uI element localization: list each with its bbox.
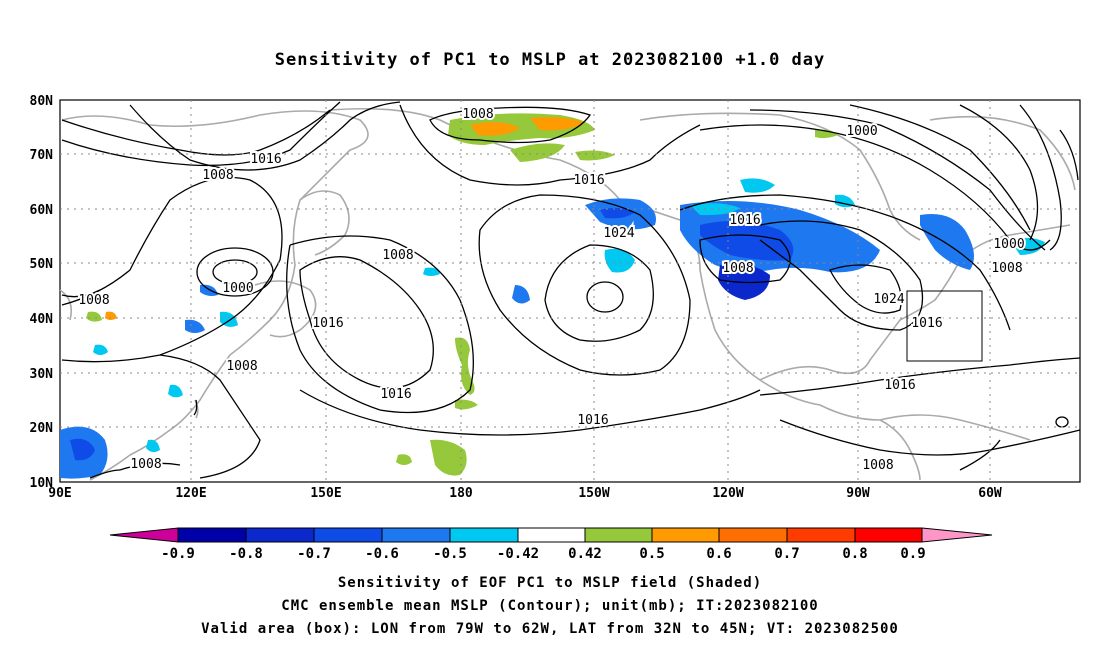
lon-label: 150E xyxy=(310,486,341,501)
colorbar-tick: 0.6 xyxy=(706,546,731,562)
contour-label: 1016 xyxy=(577,413,608,428)
contour-label: 1008 xyxy=(462,107,493,122)
coastlines xyxy=(59,107,1076,481)
contour-label: 1008 xyxy=(226,359,257,374)
lat-label: 70N xyxy=(30,148,54,163)
lat-label: 40N xyxy=(30,312,54,327)
longitude-labels: 90E 120E 150E 180 150W 120W 90W 60W xyxy=(48,486,1002,501)
contour-label: 1016 xyxy=(911,316,942,331)
latitude-labels: 80N 70N 60N 50N 40N 30N 20N 10N xyxy=(30,94,54,491)
colorbar-tick: -0.6 xyxy=(365,546,399,562)
lat-label: 60N xyxy=(30,203,54,218)
lon-label: 180 xyxy=(449,486,473,501)
colorbar-low-triangle xyxy=(109,527,179,543)
colorbar-cell xyxy=(517,527,586,543)
contour-label: 1008 xyxy=(130,457,161,472)
contour-label: 1016 xyxy=(312,316,343,331)
map-panel: 1008 1016 1008 1008 1000 1008 1016 1016 … xyxy=(59,99,1081,483)
colorbar-cell xyxy=(718,527,788,543)
contour-label: 1008 xyxy=(78,293,109,308)
colorbar-cell xyxy=(651,527,720,543)
colorbar: -0.9 -0.8 -0.7 -0.6 -0.5 -0.42 0.42 0.5 … xyxy=(109,527,993,562)
valid-area-box xyxy=(906,290,983,362)
contour-label: 1024 xyxy=(603,226,634,241)
negative-sensitivity-shading xyxy=(60,178,1045,479)
colorbar-cell xyxy=(584,527,653,543)
lat-label: 30N xyxy=(30,367,54,382)
colorbar-tick: -0.9 xyxy=(161,546,195,562)
contour-label: 1000 xyxy=(993,237,1024,252)
colorbar-cell xyxy=(786,527,856,543)
colorbar-cell xyxy=(449,527,519,543)
caption-line-2: CMC ensemble mean MSLP (Contour); unit(m… xyxy=(281,598,819,614)
contour-labels: 1008 1016 1008 1008 1000 1008 1016 1016 … xyxy=(76,105,1026,475)
contour-label: 1016 xyxy=(250,152,281,167)
contour-label: 1008 xyxy=(202,168,233,183)
colorbar-cell xyxy=(854,527,923,543)
contour-label: 1016 xyxy=(729,213,760,228)
colorbar-cell xyxy=(245,527,315,543)
contour-label: 1000 xyxy=(222,281,253,296)
colorbar-tick: 0.9 xyxy=(900,546,925,562)
colorbar-cell xyxy=(177,527,247,543)
lon-label: 90E xyxy=(48,486,71,501)
contour-label: 1008 xyxy=(382,248,413,263)
lat-label: 20N xyxy=(30,421,54,436)
contour-label: 1024 xyxy=(873,292,904,307)
contour-label: 1008 xyxy=(862,458,893,473)
caption-line-1: Sensitivity of EOF PC1 to MSLP field (Sh… xyxy=(337,575,763,591)
lon-label: 60W xyxy=(978,486,1002,501)
colorbar-cell xyxy=(313,527,383,543)
contour-label: 1016 xyxy=(573,173,604,188)
colorbar-tick: 0.8 xyxy=(842,546,867,562)
contour-label: 1016 xyxy=(380,387,411,402)
lon-label: 150W xyxy=(578,486,609,501)
lon-label: 120W xyxy=(712,486,743,501)
colorbar-cell xyxy=(381,527,451,543)
lat-label: 50N xyxy=(30,257,54,272)
gridlines xyxy=(60,100,1080,482)
lat-label: 10N xyxy=(30,476,54,491)
colorbar-tick: -0.8 xyxy=(229,546,263,562)
lon-label: 90W xyxy=(846,486,870,501)
colorbar-tick: 0.42 xyxy=(568,546,602,562)
contour-label: 1008 xyxy=(991,261,1022,276)
contour-label: 1000 xyxy=(846,124,877,139)
contour-label: 1016 xyxy=(884,378,915,393)
colorbar-tick: -0.7 xyxy=(297,546,331,562)
lat-label: 80N xyxy=(30,94,54,109)
colorbar-tick: 0.5 xyxy=(639,546,664,562)
contour-label: 1008 xyxy=(722,261,753,276)
lon-label: 120E xyxy=(175,486,206,501)
colorbar-tick: -0.5 xyxy=(433,546,467,562)
mslp-contours xyxy=(61,101,1081,479)
colorbar-tick: 0.7 xyxy=(774,546,799,562)
map-title: Sensitivity of PC1 to MSLP at 2023082100… xyxy=(274,50,826,70)
colorbar-high-triangle xyxy=(921,527,993,543)
caption-line-3: Valid area (box): LON from 79W to 62W, L… xyxy=(201,621,899,637)
colorbar-tick: -0.42 xyxy=(497,546,539,562)
